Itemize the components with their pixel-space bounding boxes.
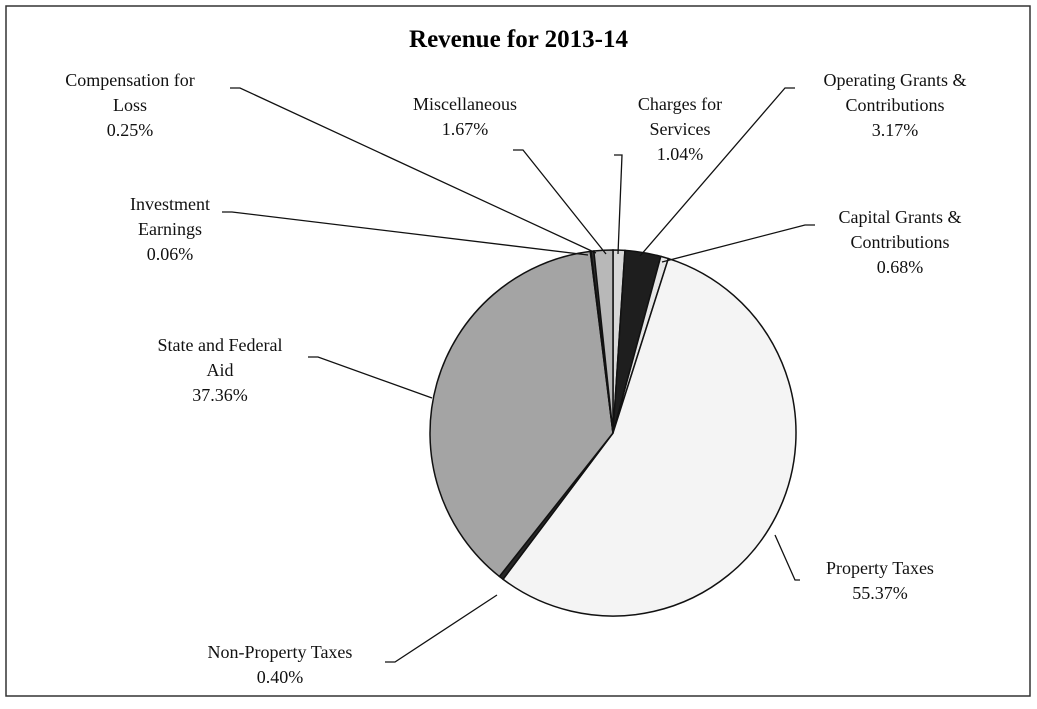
slice-label: Investment Earnings 0.06%	[115, 192, 225, 267]
slice-label: State and Federal Aid 37.36%	[145, 333, 295, 408]
slice-label: Operating Grants & Contributions 3.17%	[805, 68, 985, 143]
pie-slice	[501, 257, 797, 617]
slice-label: Capital Grants & Contributions 0.68%	[820, 205, 980, 280]
pie-slice	[429, 250, 614, 578]
category-label: Charges for Services	[637, 94, 723, 139]
category-label: Non-Property Taxes	[207, 642, 353, 662]
value-label: 0.68%	[876, 257, 924, 277]
leader-line	[385, 594, 498, 663]
leader-line	[639, 87, 795, 257]
category-label: Investment Earnings	[130, 194, 210, 239]
leader-line	[774, 534, 800, 581]
slice-label: Non-Property Taxes 0.40%	[180, 640, 380, 690]
value-label: 1.67%	[441, 119, 489, 139]
category-label: State and Federal Aid	[157, 335, 283, 380]
value-label: 0.40%	[256, 667, 304, 687]
category-label: Capital Grants & Contributions	[838, 207, 962, 252]
value-label: 1.04%	[656, 144, 704, 164]
pie	[429, 249, 797, 617]
leader-line	[614, 154, 623, 255]
value-label: 3.17%	[871, 120, 919, 140]
value-label: 0.06%	[146, 244, 194, 264]
slice-label: Miscellaneous 1.67%	[385, 92, 545, 142]
leader-line	[308, 356, 433, 399]
slice-label: Property Taxes 55.37%	[805, 556, 955, 606]
value-label: 55.37%	[852, 583, 908, 603]
chart-title: Revenue for 2013-14	[409, 26, 628, 53]
leader-line	[661, 224, 815, 263]
leader-line	[513, 149, 607, 255]
category-label: Property Taxes	[826, 558, 934, 578]
category-label: Operating Grants & Contributions	[823, 70, 967, 115]
leader-line	[230, 87, 597, 254]
slice-label: Charges for Services 1.04%	[625, 92, 735, 167]
value-label: 0.25%	[106, 120, 154, 140]
chart-border	[5, 5, 1031, 697]
slice-label: Compensation for Loss 0.25%	[50, 68, 210, 143]
category-label: Compensation for Loss	[65, 70, 195, 115]
category-label: Miscellaneous	[413, 94, 517, 114]
leader-line	[222, 211, 589, 256]
value-label: 37.36%	[192, 385, 248, 405]
leader-lines	[222, 87, 815, 663]
